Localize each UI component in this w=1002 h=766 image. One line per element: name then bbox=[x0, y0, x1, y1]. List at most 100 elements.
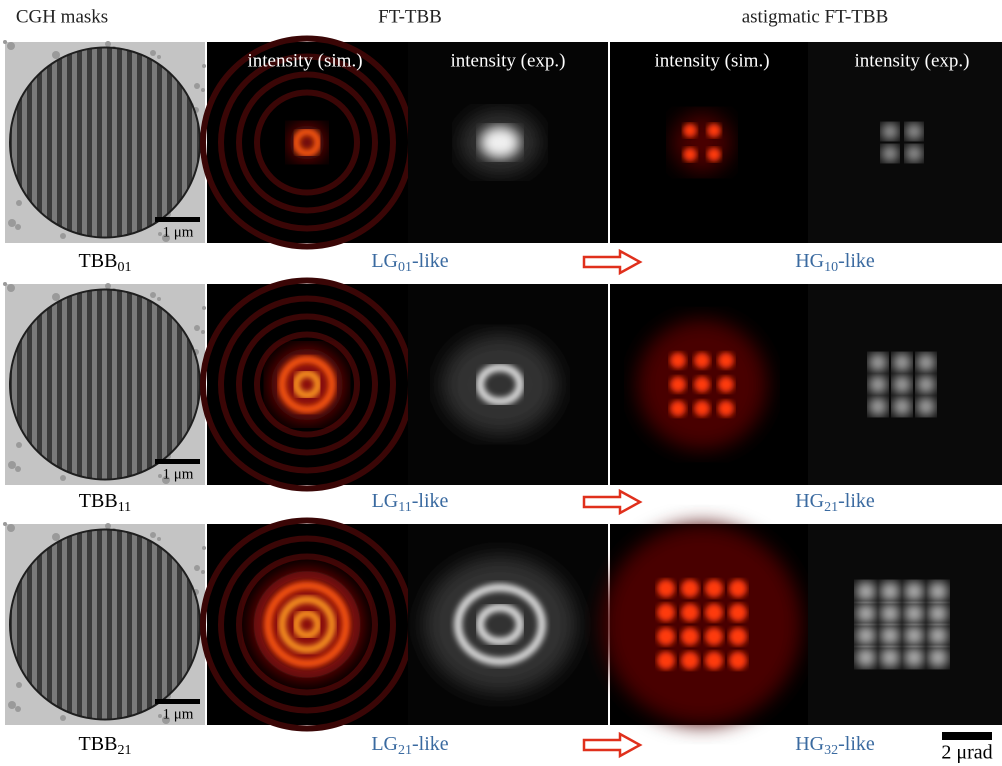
lobe bbox=[904, 604, 924, 624]
column-header: CGH masks bbox=[16, 6, 108, 27]
panel-subheader: intensity (sim.) bbox=[247, 50, 362, 71]
lg-label: LG21-like bbox=[371, 733, 448, 759]
lobe bbox=[681, 604, 699, 622]
lobe bbox=[718, 377, 734, 393]
mask-texture bbox=[7, 284, 15, 292]
lobe bbox=[683, 124, 697, 138]
mask-texture bbox=[194, 83, 200, 89]
lobe bbox=[928, 604, 948, 624]
cgh-mask bbox=[3, 282, 206, 485]
lobe bbox=[694, 353, 710, 369]
halo bbox=[424, 557, 576, 693]
mask-texture bbox=[60, 475, 66, 481]
panels bbox=[3, 39, 1002, 757]
mask-texture bbox=[7, 524, 15, 532]
cgh-mask bbox=[3, 522, 206, 725]
mask-stripe bbox=[92, 42, 97, 243]
scale-bar-label: 2 μrad bbox=[941, 742, 992, 764]
lobe bbox=[657, 604, 675, 622]
mask-texture bbox=[201, 330, 205, 334]
mask-texture bbox=[158, 474, 162, 478]
lobe bbox=[670, 377, 686, 393]
mask-texture bbox=[158, 232, 162, 236]
mask-stripe bbox=[82, 284, 87, 485]
mask-stripe bbox=[122, 284, 127, 485]
mask-texture bbox=[201, 570, 205, 574]
mask-texture bbox=[202, 306, 206, 310]
mask-stripe bbox=[42, 524, 47, 725]
mask-texture bbox=[16, 442, 22, 448]
lobe bbox=[705, 652, 723, 670]
lobe bbox=[707, 148, 721, 162]
mask-stripe bbox=[42, 42, 47, 243]
mask-scale-label: 1 μm bbox=[163, 706, 194, 722]
mask-texture bbox=[8, 219, 16, 227]
lg-label: LG01-like bbox=[371, 250, 448, 276]
cgh-mask bbox=[3, 40, 206, 243]
mask-scale-bar bbox=[155, 699, 200, 704]
mask-texture bbox=[150, 532, 156, 538]
panel-subheader: intensity (exp.) bbox=[450, 50, 565, 71]
mask-texture bbox=[201, 88, 205, 92]
mask-texture bbox=[158, 714, 162, 718]
mask-label-base: TBB bbox=[79, 250, 118, 272]
mask-scale-label: 1 μm bbox=[163, 224, 194, 240]
mask-stripe bbox=[142, 284, 147, 485]
hg-label-sub: 21 bbox=[824, 500, 838, 515]
figure: CGH masks FT-TBB astigmatic FT-TBB inten… bbox=[0, 0, 1002, 766]
lobe bbox=[705, 628, 723, 646]
lg-label-suffix: -like bbox=[412, 733, 449, 755]
mask-scale-label: 1 μm bbox=[163, 466, 194, 482]
mask-stripe bbox=[52, 42, 57, 243]
mask-stripe bbox=[82, 42, 87, 243]
lobe bbox=[869, 376, 887, 394]
mask-stripe bbox=[132, 42, 137, 243]
lobe bbox=[856, 604, 876, 624]
lobe bbox=[694, 377, 710, 393]
halo bbox=[442, 335, 558, 435]
mask-label-base: TBB bbox=[79, 490, 118, 512]
lg-label-base: LG bbox=[371, 250, 398, 272]
mask-label-sub: 11 bbox=[118, 500, 131, 515]
mask-texture bbox=[3, 282, 7, 286]
lobe bbox=[928, 626, 948, 646]
panel-subheader: intensity (exp.) bbox=[854, 50, 969, 71]
mask-scale-bar bbox=[155, 217, 200, 222]
mask-label: TBB01 bbox=[79, 250, 132, 276]
panel-bg bbox=[808, 42, 1002, 243]
mask-texture bbox=[15, 706, 21, 712]
mask-stripe bbox=[142, 42, 147, 243]
mask-texture bbox=[16, 682, 22, 688]
mask-texture bbox=[157, 297, 161, 301]
hg-label-sub: 10 bbox=[824, 260, 838, 275]
hg-label-suffix: -like bbox=[838, 250, 875, 272]
lobe bbox=[681, 652, 699, 670]
lobe bbox=[729, 628, 747, 646]
lg-experiment bbox=[408, 524, 608, 725]
mask-texture bbox=[15, 466, 21, 472]
lg-label-base: LG bbox=[371, 733, 398, 755]
mask-texture bbox=[202, 64, 206, 68]
hg-experiment bbox=[808, 42, 1002, 243]
lg-label-suffix: -like bbox=[412, 250, 449, 272]
lobe bbox=[880, 626, 900, 646]
hg-simulation bbox=[610, 284, 808, 485]
lobe bbox=[729, 652, 747, 670]
lg-label-base: LG bbox=[372, 490, 399, 512]
lobe bbox=[893, 398, 911, 416]
mask-stripe bbox=[102, 42, 107, 243]
lg-experiment bbox=[408, 42, 608, 243]
lobe bbox=[928, 582, 948, 602]
lobe bbox=[904, 582, 924, 602]
mask-texture bbox=[15, 224, 21, 230]
lobe bbox=[681, 580, 699, 598]
lobe bbox=[670, 353, 686, 369]
arrow bbox=[584, 251, 640, 273]
mask-stripe bbox=[42, 284, 47, 485]
mask-texture bbox=[194, 325, 200, 331]
lobe bbox=[906, 124, 922, 140]
hg-label-suffix: -like bbox=[838, 733, 875, 755]
mask-stripe bbox=[72, 284, 77, 485]
hg-label-sub: 32 bbox=[824, 743, 838, 758]
mask-texture bbox=[194, 565, 200, 571]
